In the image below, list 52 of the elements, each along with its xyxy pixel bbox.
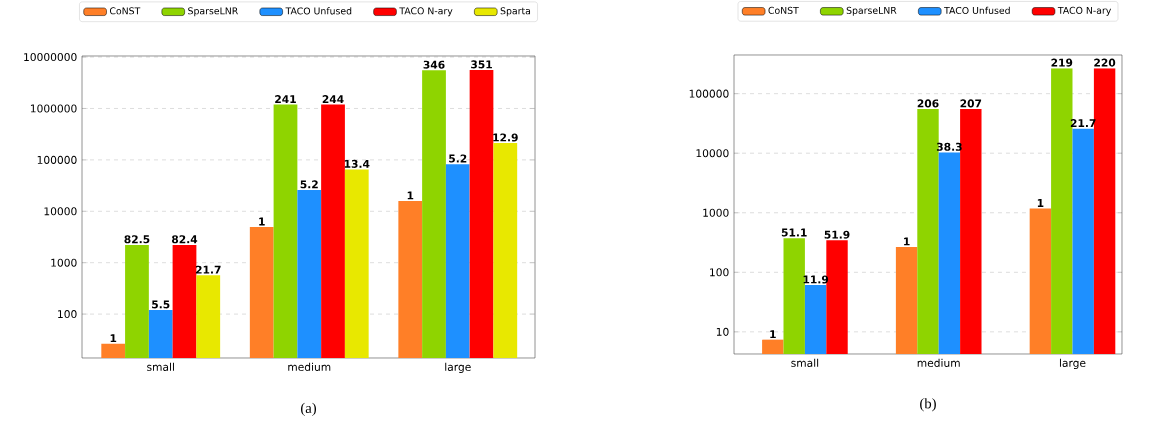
annotation: 5.2 (449, 154, 467, 163)
y-tick-label: 1000000 (30, 104, 77, 113)
y-tick-label: 100 (58, 310, 77, 319)
annotation: 1 (259, 217, 265, 226)
annotation: 51.1 (781, 228, 807, 237)
y-tick-label: 10 (716, 327, 729, 336)
legend-label: TACO Unfused (285, 7, 352, 15)
legend-label: SparseLNR (846, 6, 897, 16)
text: (a) (301, 402, 317, 416)
annotation: 13.4 (344, 159, 370, 168)
annotation: 1 (770, 330, 776, 339)
y-tick-label: 10000000 (24, 53, 77, 62)
annotation: 21.7 (195, 265, 221, 274)
legend-label: TACO N-ary (399, 7, 453, 17)
annotation: 51.9 (824, 230, 850, 239)
legend-label: Sparta (500, 7, 531, 17)
annotation: 219 (1051, 58, 1073, 67)
annotation: 82.5 (124, 235, 150, 244)
annotation: 244 (322, 95, 344, 103)
annotation: 1 (407, 191, 414, 200)
y-tick-label: 1000 (51, 258, 77, 267)
y-tick-label: 1000 (703, 208, 729, 217)
x-tick-label: large (445, 362, 471, 374)
annotation: 241 (275, 95, 296, 103)
y-tick-label: 100 (710, 268, 729, 277)
x-tick-label: small (147, 362, 174, 371)
annotation: 207 (960, 99, 982, 108)
x-tick-label: large (1059, 358, 1086, 370)
legend-label: CoNST (768, 6, 799, 14)
annotation: 5.2 (300, 180, 318, 189)
y-tick-label: 10000 (44, 207, 77, 216)
y-tick-label: 100000 (689, 89, 729, 98)
legend-label: SparseLNR (188, 7, 238, 17)
annotation: 5.5 (152, 300, 170, 309)
annotation: 346 (423, 60, 445, 69)
legend-label: TACO Unfused (944, 6, 1010, 14)
annotation: 1 (1037, 199, 1044, 207)
annotation: 12.9 (493, 133, 518, 142)
y-tick-label: 100000 (37, 155, 77, 164)
text: (b) (920, 398, 936, 412)
annotation: 220 (1094, 58, 1116, 67)
legend-label: TACO N-ary (1057, 6, 1112, 16)
annotation: 1 (904, 237, 910, 246)
annotation: 82.4 (171, 235, 198, 244)
legend-label: CoNST (109, 7, 141, 15)
annotation: 206 (917, 99, 939, 108)
annotation: 351 (471, 60, 492, 69)
x-tick-label: medium (288, 362, 331, 371)
x-tick-label: small (791, 358, 819, 367)
annotation: 1 (110, 334, 117, 343)
x-tick-label: medium (917, 358, 960, 367)
y-tick-label: 10000 (696, 149, 729, 158)
